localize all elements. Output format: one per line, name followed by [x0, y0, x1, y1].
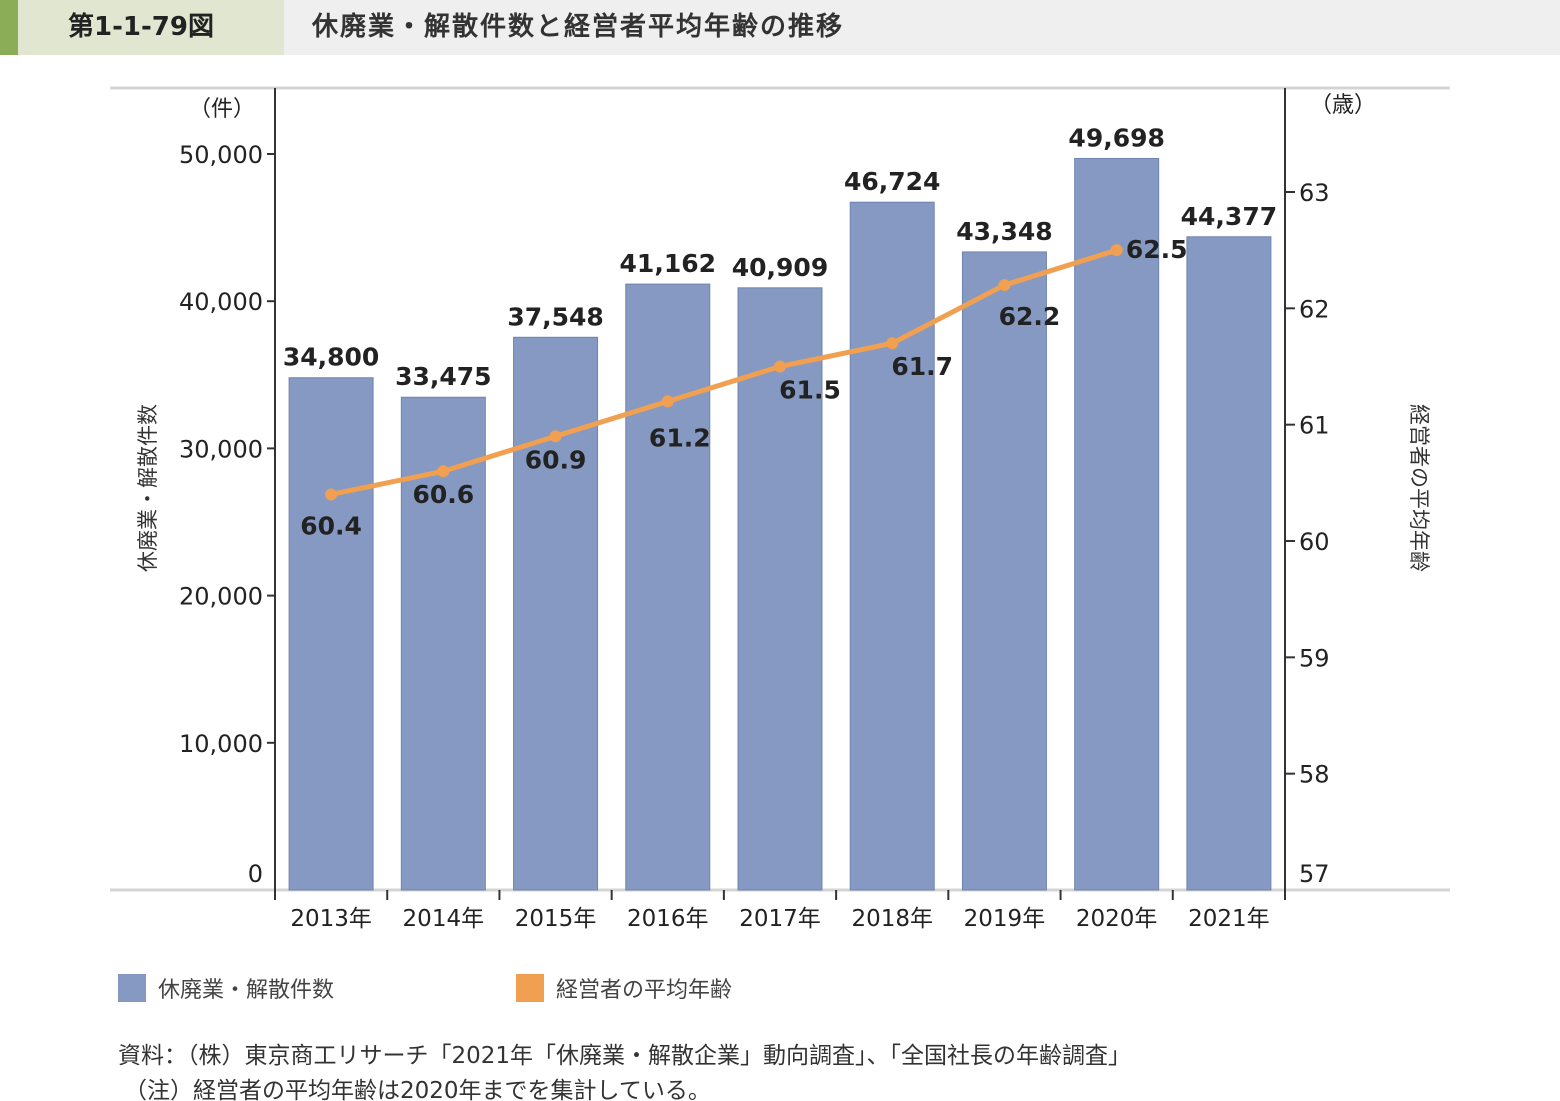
x-tick-label: 2014年: [403, 906, 485, 932]
bar-value-label: 46,724: [844, 167, 940, 196]
right-tick-label: 59: [1299, 644, 1330, 672]
age-value-label: 62.2: [999, 302, 1061, 331]
age-point-2017年: [774, 360, 786, 373]
age-point-2020年: [1110, 244, 1123, 257]
bar-2018年: [849, 201, 935, 891]
left-tick-label: 10,000: [179, 730, 263, 758]
age-point-2016年: [661, 395, 674, 408]
left-tick-label: 50,000: [179, 141, 263, 169]
age-point-2018年: [886, 337, 899, 350]
right-tick-label: 62: [1299, 295, 1330, 323]
legend-label-bars: 休廃業・解散件数: [158, 978, 335, 1003]
age-value-label: 61.5: [779, 376, 841, 405]
age-value-label: 60.6: [412, 480, 474, 509]
bar-2016年: [625, 283, 711, 891]
age-point-2015年: [549, 430, 562, 443]
left-tick-label: 0: [248, 860, 263, 888]
header-accent: [0, 0, 18, 55]
figure-title: 休廃業・解散件数と経営者平均年齢の推移: [312, 12, 845, 42]
left-axis-title: 休廃業・解散件数: [136, 404, 160, 572]
right-axis-title: 経営者の平均年齢: [1407, 404, 1431, 572]
legend-label-line: 経営者の平均年齢: [556, 978, 733, 1003]
bar-2017年: [737, 287, 823, 891]
legend-item-line: 経営者の平均年齢: [516, 972, 732, 1004]
bar-value-label: 40,909: [732, 253, 828, 282]
x-tick-label: 2015年: [515, 906, 597, 932]
chart: 0 10,000 20,000 30,000 40,000 50,000 （件） 休廃業・解散…: [110, 86, 1450, 932]
left-tick-label: 30,000: [179, 435, 263, 463]
bar-2019年: [961, 251, 1047, 891]
bar-value-label: 43,348: [956, 217, 1052, 246]
x-tick-label: 2021年: [1188, 906, 1270, 932]
right-axis-unit: （歳）: [1310, 93, 1376, 118]
x-tick-label: 2016年: [627, 906, 709, 932]
x-tick-label: 2018年: [851, 906, 933, 932]
bar-value-label: 44,377: [1181, 202, 1277, 231]
bar-value-label: 41,162: [620, 249, 716, 278]
left-tick-label: 20,000: [179, 583, 263, 611]
age-point-2014年: [437, 465, 450, 478]
left-axis-unit: （件）: [189, 97, 255, 122]
x-tick-label: 2017年: [739, 906, 821, 932]
bar-2020年: [1074, 157, 1160, 891]
left-tick-label: 40,000: [179, 288, 263, 316]
age-value-label: 61.7: [891, 352, 953, 381]
legend-swatch-bars: [118, 974, 146, 1002]
right-tick-label: 63: [1299, 179, 1330, 207]
legend-swatch-line: [516, 974, 544, 1002]
x-tick-label: 2013年: [290, 906, 372, 932]
x-tick-label: 2020年: [1076, 906, 1158, 932]
bar-2021年: [1186, 236, 1272, 891]
age-value-label: 60.4: [300, 511, 362, 540]
figure-header: 第1-1-79図 休廃業・解散件数と経営者平均年齢の推移: [0, 0, 1560, 55]
bar-2015年: [513, 336, 599, 891]
age-value-label: 62.5: [1126, 235, 1188, 264]
bar-value-label: 37,548: [507, 302, 603, 331]
source-note: 資料：（株）東京商工リサーチ「2021年「休廃業・解散企業」動向調査」、「全国社…: [118, 1043, 1132, 1069]
right-tick-label: 58: [1299, 761, 1330, 789]
age-value-label: 60.9: [525, 445, 587, 474]
right-tick-label: 61: [1299, 412, 1330, 440]
bar-value-label: 33,475: [395, 362, 491, 391]
bar-2013年: [288, 377, 374, 891]
age-point-2019年: [998, 279, 1011, 292]
right-tick-label: 60: [1299, 528, 1330, 556]
age-value-label: 61.2: [649, 423, 711, 452]
right-tick-label: 57: [1299, 860, 1330, 888]
bar-value-label: 49,698: [1068, 123, 1164, 152]
figure-number: 第1-1-79図: [18, 0, 284, 55]
age-point-2013年: [325, 488, 338, 501]
footnote: （注）経営者の平均年齢は2020年までを集計している。: [124, 1078, 711, 1101]
bar-value-label: 34,800: [283, 343, 379, 372]
legend-item-bars: 休廃業・解散件数: [118, 972, 334, 1004]
age-line: [330, 247, 1118, 497]
x-tick-label: 2019年: [964, 906, 1046, 932]
